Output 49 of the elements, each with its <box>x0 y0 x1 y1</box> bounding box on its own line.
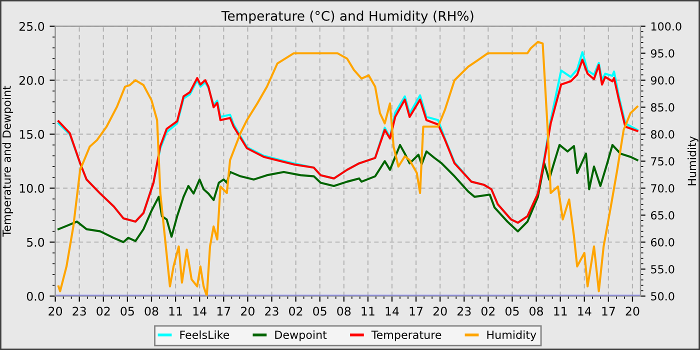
y2-tick-label: 55.0 <box>651 265 674 274</box>
y-tick-label: 20.0 <box>19 76 44 85</box>
y-tick-label: 15.0 <box>20 130 44 139</box>
y2-axis-title: Humidity <box>688 136 698 186</box>
x-tick-label: 05 <box>120 306 134 316</box>
x-tick-label: 02 <box>289 306 302 316</box>
y2-tick-label: 95.0 <box>650 49 674 58</box>
x-tick-label: 23 <box>265 306 278 316</box>
x-tick-label: 20 <box>241 306 254 316</box>
chart-title: Temperature (°C) and Humidity (RH%) <box>221 10 474 24</box>
x-tick-label: 05 <box>313 306 326 316</box>
x-tick-label: 11 <box>169 306 182 316</box>
x-tick-label: 17 <box>217 306 230 316</box>
y2-tick-label: 60.0 <box>651 238 674 247</box>
y-tick-label: 10.0 <box>20 184 44 193</box>
y2-tick-label: 75.0 <box>651 157 674 166</box>
x-tick-label: 02 <box>96 306 110 316</box>
x-tick-label: 14 <box>386 306 399 316</box>
y2-tick-label: 70.0 <box>651 184 674 193</box>
x-tick-label: 11 <box>362 306 374 316</box>
x-tick-label: 08 <box>337 306 351 316</box>
x-tick-label: 17 <box>602 306 615 316</box>
x-tick-label: 20 <box>48 306 62 316</box>
y2-tick-label: 65.0 <box>651 211 674 220</box>
legend-label: Temperature <box>371 330 442 342</box>
x-tick-label: 02 <box>481 306 495 316</box>
x-tick-label: 14 <box>193 306 206 316</box>
x-tick-label: 20 <box>626 306 640 316</box>
x-tick-label: 20 <box>433 306 447 316</box>
x-tick-label: 23 <box>72 306 86 316</box>
y2-tick-label: 100.0 <box>651 22 682 31</box>
x-tick-label: 23 <box>457 306 471 316</box>
legend-label: FeelsLike <box>180 330 230 339</box>
x-tick-label: 08 <box>530 306 543 316</box>
y2-tick-label: 50.0 <box>651 292 674 300</box>
x-tick-label: 14 <box>578 306 592 316</box>
x-tick-label: 08 <box>144 306 158 316</box>
x-tick-label: 17 <box>410 306 423 316</box>
y-tick-label: 0.0 <box>26 292 44 301</box>
legend-label: Humidity <box>487 330 536 342</box>
legend-label: Dewpoint <box>275 330 327 342</box>
y2-tick-label: 90.0 <box>650 76 674 85</box>
y2-tick-label: 85.0 <box>650 103 674 112</box>
y-axis-title: Temperature and Dewpoint <box>2 86 14 237</box>
y-tick-label: 25.0 <box>19 22 44 31</box>
x-tick-label: 05 <box>506 306 519 316</box>
y2-tick-label: 80.0 <box>650 130 674 139</box>
y-tick-label: 5.0 <box>27 238 44 247</box>
x-tick-label: 11 <box>554 306 567 316</box>
